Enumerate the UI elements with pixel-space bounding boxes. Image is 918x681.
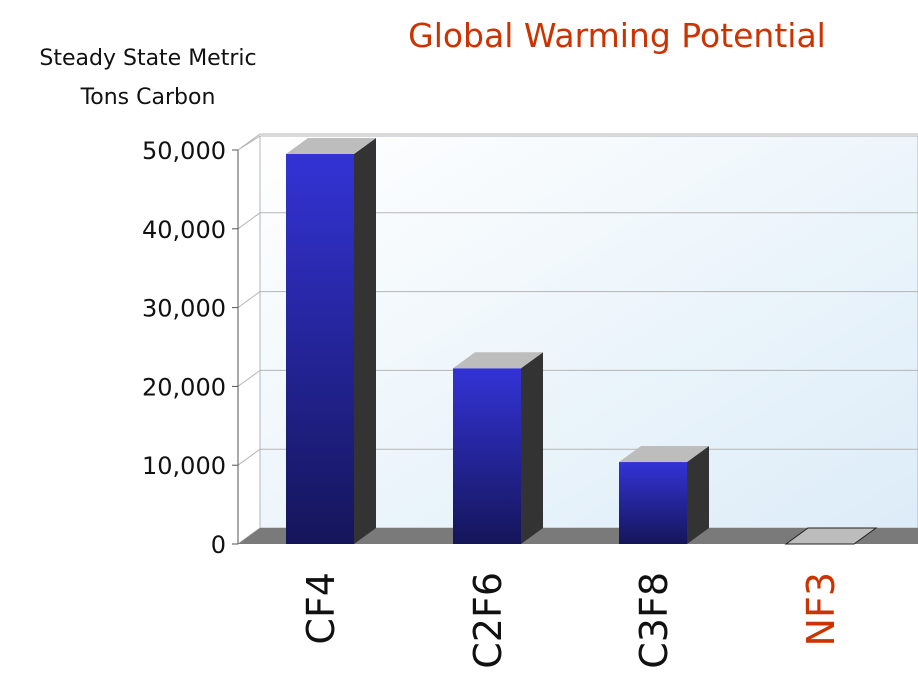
x-category-label: C2F6 [466, 572, 510, 669]
y-tick-label: 0 [211, 531, 226, 559]
bar-front [619, 462, 687, 544]
bar-series [286, 137, 878, 545]
bar [784, 527, 878, 545]
bar-side [354, 137, 376, 544]
bar-top [453, 352, 543, 369]
gridline [237, 291, 261, 309]
x-category-label: CF4 [299, 572, 343, 645]
x-axis-categories: CF4 C2F6 C3F8 NF3 [299, 572, 843, 669]
y-tick-label: 20,000 [142, 373, 226, 401]
chart-floor [238, 528, 918, 544]
bar [619, 446, 709, 544]
y-axis-label-line-2: Tons Carbon [80, 85, 216, 110]
y-axis-ticks: 0 10,000 20,000 30,000 40,000 50,000 [142, 137, 238, 559]
bar [286, 137, 376, 544]
bar-front [453, 368, 521, 544]
bar [453, 352, 543, 544]
gridline [237, 448, 261, 466]
bar-top [619, 446, 709, 463]
y-axis-label-line-1: Steady State Metric [39, 46, 256, 71]
gridline [237, 369, 261, 387]
bar-front [286, 153, 354, 544]
y-tick-label: 10,000 [142, 452, 226, 480]
x-category-label: NF3 [799, 572, 843, 646]
bar-top [286, 137, 376, 154]
y-tick-label: 40,000 [142, 216, 226, 244]
gridline [237, 133, 261, 151]
y-tick-label: 30,000 [142, 295, 226, 323]
y-tick-label: 50,000 [142, 137, 226, 165]
plot-side-wall [237, 135, 261, 545]
bar-top [784, 527, 878, 545]
bar-side [687, 446, 709, 544]
gridline [237, 212, 261, 230]
bar-side [521, 352, 543, 544]
chart-title: Global Warming Potential [408, 16, 826, 55]
x-category-label: C3F8 [632, 572, 676, 669]
